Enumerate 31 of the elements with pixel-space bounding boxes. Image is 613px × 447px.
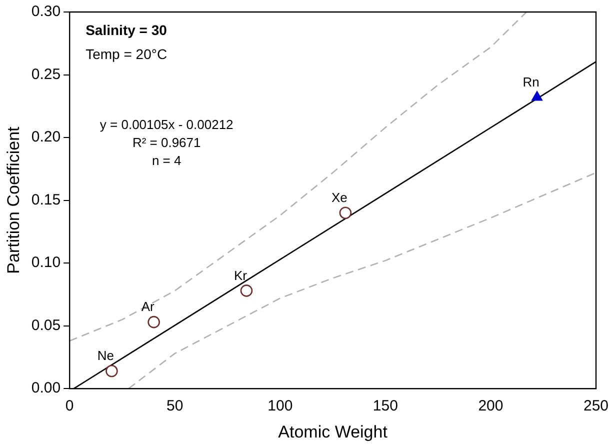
annotation: R² = 0.9671 [132, 135, 201, 150]
x-tick-label: 50 [166, 398, 184, 415]
y-tick-label: 0.30 [31, 3, 61, 20]
annotation: Rn [522, 74, 540, 90]
line-series [128, 172, 596, 389]
annotation: y = 0.00105x - 0.00212 [100, 117, 234, 132]
annotation: Xe [331, 190, 348, 205]
y-tick-label: 0.25 [31, 66, 61, 83]
y-tick-label: 0.10 [31, 254, 61, 272]
y-tick-label: 0.00 [31, 380, 61, 397]
point [532, 91, 542, 101]
y-tick-label: 0.20 [31, 128, 61, 146]
y-axis-title: Partition Coefficient [4, 126, 23, 274]
annotation: n = 4 [152, 153, 182, 168]
y-tick-label: 0.05 [31, 316, 61, 334]
x-tick-label: 200 [478, 398, 504, 415]
y-tick-label: 0.15 [31, 191, 61, 208]
point [240, 284, 253, 297]
annotation: Kr [234, 268, 248, 283]
x-axis-title: Atomic Weight [278, 422, 388, 442]
annotation: Temp = 20°C [86, 46, 168, 62]
point [339, 206, 352, 220]
point [106, 364, 118, 378]
x-tick-label: 100 [268, 398, 293, 415]
x-tick-label: 150 [372, 398, 398, 415]
annotation: Ar [141, 299, 155, 314]
annotation: Ne [97, 348, 114, 364]
annotation: Salinity = 30 [86, 22, 168, 38]
point [148, 316, 160, 328]
x-tick-label: 0 [65, 398, 74, 415]
x-tick-label: 250 [583, 398, 609, 415]
